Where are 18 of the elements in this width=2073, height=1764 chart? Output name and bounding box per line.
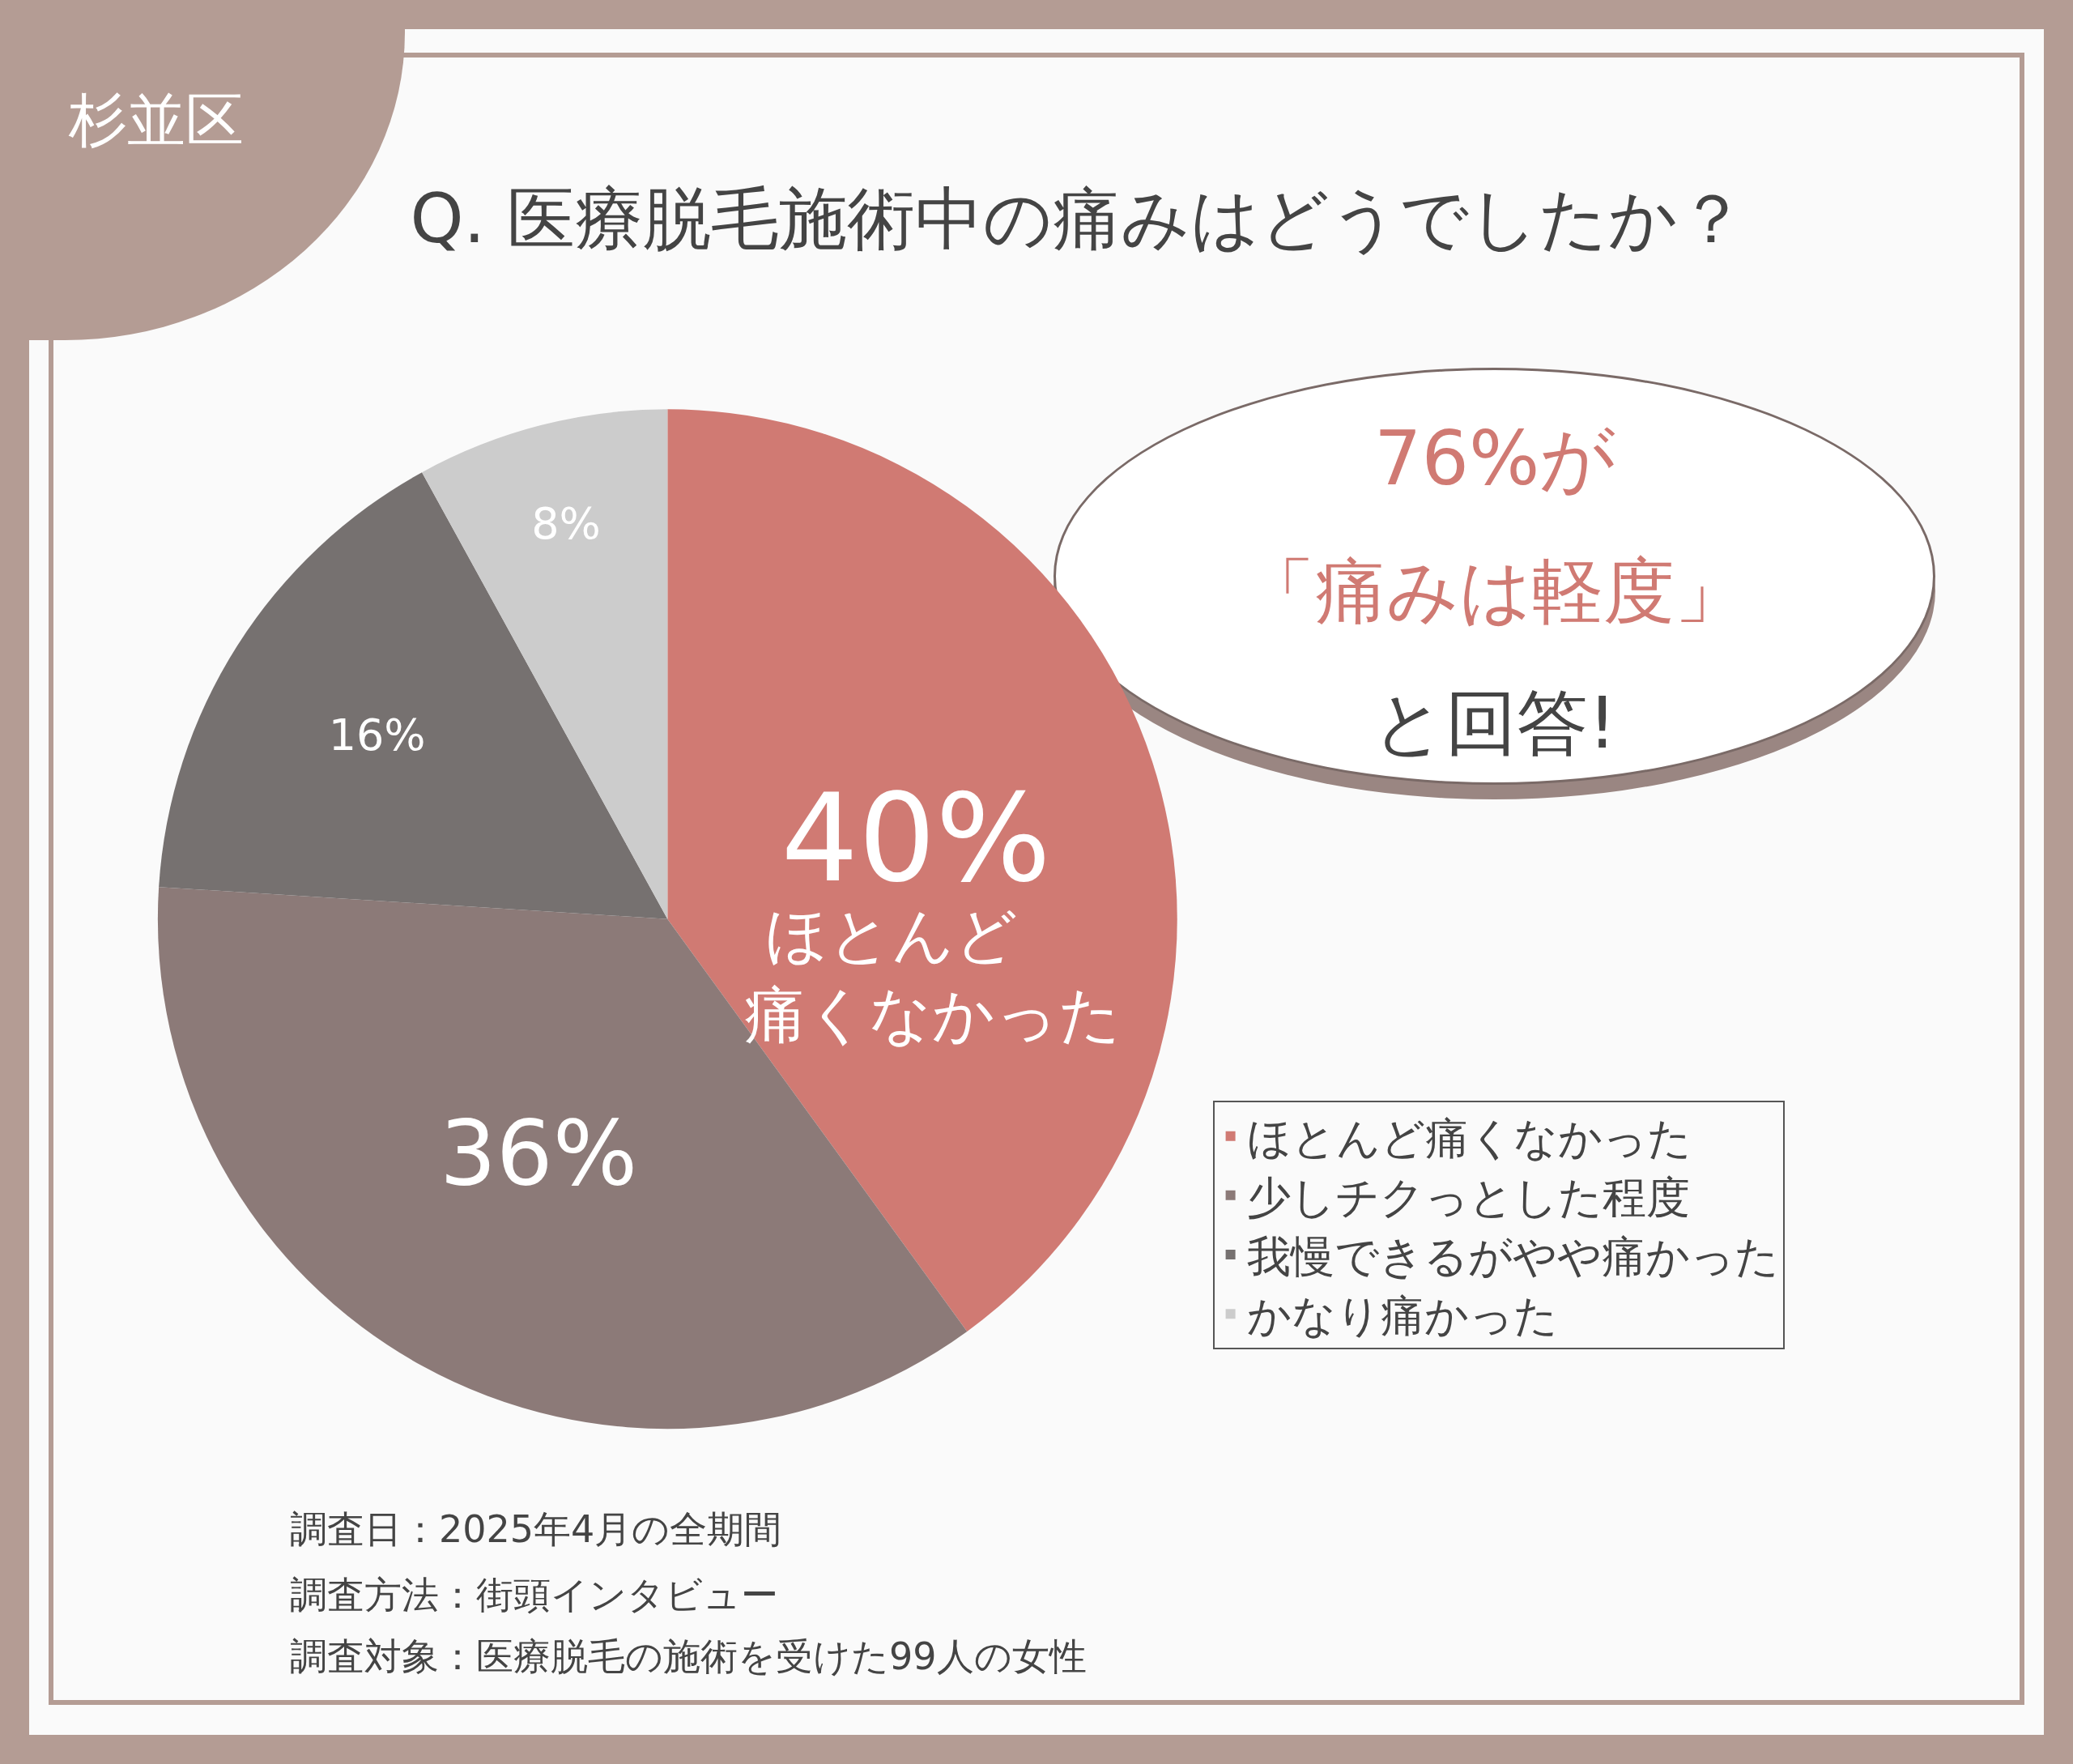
pie-slice [667,409,1177,1332]
text: 「痛みは軽度」 [1244,549,1746,633]
legend-label: ほとんど痛くなかった [1246,1112,1692,1164]
chart-title: Q. 医療脱毛施術中の痛みはどうでしたか？ [410,179,1746,259]
pie-slice [422,409,668,919]
text: 調査日：2025年4月の全期間 [290,1507,782,1551]
text: 76%が [1374,415,1616,502]
data-label: 36% [439,1101,638,1206]
text: 調査対象：医療脱毛の施術を受けた99人の女性 [290,1634,1087,1678]
legend-label: 少しチクっとした程度 [1246,1171,1690,1223]
text: 調査方法：街頭インタビュー [290,1573,778,1617]
text: 杉並区 [68,86,244,154]
legend-label: 我慢できるがやや痛かった [1246,1231,1779,1283]
legend-label: かなり痛かった [1246,1290,1558,1342]
text: と回答! [1373,681,1617,765]
data-label: 16% [328,709,426,761]
pie-slice [159,472,668,919]
text: 痛くなかった [744,978,1122,1050]
